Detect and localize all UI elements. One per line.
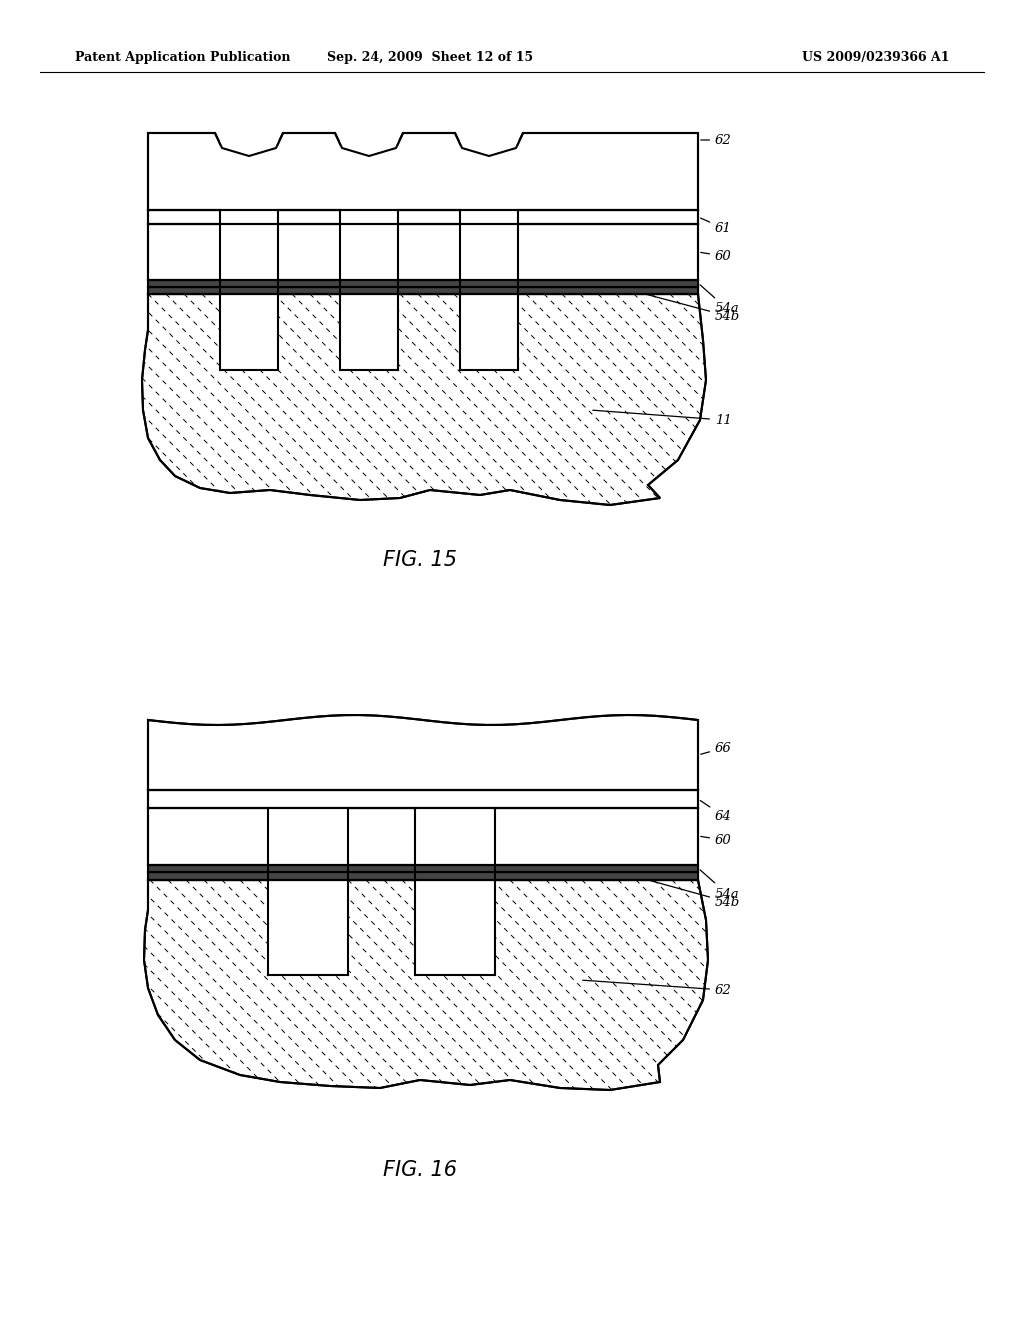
Polygon shape — [462, 280, 516, 294]
Bar — [340, 280, 398, 286]
Polygon shape — [148, 280, 698, 286]
Text: FIG. 15: FIG. 15 — [383, 550, 457, 570]
Polygon shape — [222, 280, 276, 294]
Text: 61: 61 — [700, 218, 732, 235]
Bar — [415, 865, 495, 873]
Text: 54a: 54a — [700, 285, 739, 315]
Text: 66: 66 — [700, 742, 732, 755]
Polygon shape — [415, 808, 495, 975]
Bar — [415, 873, 495, 880]
Text: 62: 62 — [583, 981, 732, 997]
Polygon shape — [148, 210, 698, 224]
Polygon shape — [148, 873, 698, 880]
Bar — [268, 873, 348, 880]
Polygon shape — [148, 715, 698, 789]
Polygon shape — [342, 280, 396, 294]
Polygon shape — [144, 880, 708, 1090]
Polygon shape — [460, 117, 518, 370]
Bar — [460, 286, 518, 294]
Text: 60: 60 — [700, 249, 732, 263]
Polygon shape — [148, 286, 698, 294]
Text: 54a: 54a — [700, 870, 739, 900]
Text: 54b: 54b — [633, 290, 740, 322]
Polygon shape — [148, 789, 698, 808]
Text: Sep. 24, 2009  Sheet 12 of 15: Sep. 24, 2009 Sheet 12 of 15 — [327, 51, 534, 65]
Text: 62: 62 — [700, 133, 732, 147]
Polygon shape — [142, 294, 706, 506]
Bar — [220, 286, 278, 294]
Polygon shape — [340, 117, 398, 370]
Bar — [340, 286, 398, 294]
Bar — [460, 280, 518, 286]
Bar — [268, 865, 348, 873]
Text: 60: 60 — [700, 833, 732, 846]
Text: Patent Application Publication: Patent Application Publication — [75, 51, 291, 65]
Polygon shape — [148, 865, 698, 873]
Polygon shape — [270, 865, 346, 880]
Bar — [220, 280, 278, 286]
Polygon shape — [417, 865, 493, 880]
Polygon shape — [220, 117, 278, 370]
Polygon shape — [268, 808, 348, 975]
Polygon shape — [148, 133, 698, 210]
Text: 11: 11 — [593, 411, 732, 426]
Polygon shape — [148, 808, 698, 865]
Text: 54b: 54b — [633, 875, 740, 908]
Text: FIG. 16: FIG. 16 — [383, 1160, 457, 1180]
Polygon shape — [148, 224, 698, 280]
Text: 64: 64 — [700, 800, 732, 822]
Text: US 2009/0239366 A1: US 2009/0239366 A1 — [803, 51, 950, 65]
